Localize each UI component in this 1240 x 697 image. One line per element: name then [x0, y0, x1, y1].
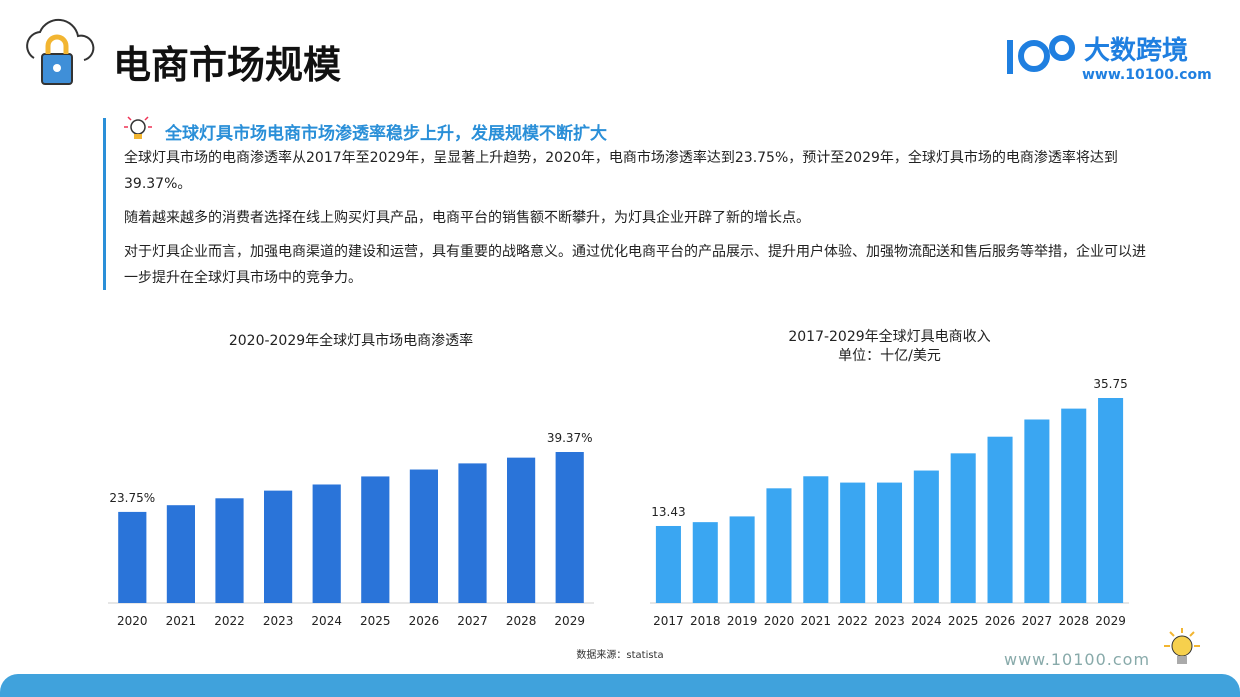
x-tick-label: 2024: [911, 614, 942, 628]
bar: [766, 488, 792, 603]
bar: [1098, 398, 1124, 603]
bar: [312, 484, 341, 603]
bar: [840, 482, 866, 603]
bulb-icon: [124, 116, 152, 139]
footer-url: www.10100.com: [1004, 650, 1151, 669]
bar: [264, 490, 293, 603]
bar: [913, 470, 939, 603]
x-tick-label: 2028: [506, 614, 537, 628]
x-tick-label: 2022: [214, 614, 245, 628]
bar: [803, 476, 829, 603]
bar: [507, 457, 536, 603]
paragraph: 对于灯具企业而言，加强电商渠道的建设和运营，具有重要的战略意义。通过优化电商平台…: [124, 244, 1146, 286]
bar: [118, 511, 147, 603]
bar: [950, 453, 976, 603]
x-tick-label: 2019: [727, 614, 758, 628]
paragraphs: 全球灯具市场的电商渗透率从2017年至2029年，呈显著上升趋势，2020年，电…: [124, 145, 1154, 299]
chart-subtitle: 单位：十亿/美元: [838, 348, 941, 364]
logo-mark: [1007, 35, 1075, 74]
bar: [215, 498, 244, 603]
section-heading: 全球灯具市场电商市场渗透率稳步上升，发展规模不断扩大: [165, 124, 607, 144]
x-tick-label: 2025: [360, 614, 391, 628]
x-tick-label: 2023: [263, 614, 294, 628]
paragraph: 随着越来越多的消费者选择在线上购买灯具产品，电商平台的销售额不断攀升，为灯具企业…: [124, 210, 810, 226]
chart-title: 2020-2029年全球灯具市场电商渗透率: [229, 332, 473, 349]
bar: [987, 436, 1013, 603]
data-label: 35.75: [1093, 377, 1127, 391]
x-tick-label: 2020: [117, 614, 148, 628]
bar: [1061, 408, 1087, 603]
x-tick-label: 2026: [985, 614, 1016, 628]
x-tick-label: 2029: [554, 614, 585, 628]
paragraph: 全球灯具市场的电商渗透率从2017年至2029年，呈显著上升趋势，2020年，电…: [124, 150, 1118, 192]
x-tick-label: 2017: [653, 614, 684, 628]
bar: [1024, 419, 1050, 603]
x-tick-label: 2023: [874, 614, 905, 628]
chart-title: 2017-2029年全球灯具电商收入: [788, 328, 990, 345]
source: 数据来源：statista: [576, 650, 664, 661]
data-label: 13.43: [651, 505, 685, 519]
brand-url: www.10100.com: [1082, 67, 1212, 83]
bar: [876, 482, 903, 603]
x-tick-label: 2018: [690, 614, 721, 628]
bar: [692, 522, 718, 603]
bar: [655, 525, 681, 603]
bar: [409, 469, 438, 603]
bar: [166, 505, 195, 603]
x-tick-label: 2027: [1022, 614, 1053, 628]
bar: [729, 516, 755, 603]
x-tick-label: 2029: [1095, 614, 1126, 628]
footer-band: [0, 674, 1240, 697]
bar: [458, 463, 487, 603]
x-tick-label: 2021: [166, 614, 197, 628]
bar: [361, 476, 390, 603]
x-tick-label: 2024: [311, 614, 342, 628]
x-tick-label: 2025: [948, 614, 979, 628]
x-tick-label: 2021: [801, 614, 832, 628]
bar: [555, 452, 584, 603]
x-tick-label: 2026: [409, 614, 440, 628]
x-tick-label: 2027: [457, 614, 488, 628]
x-tick-label: 2020: [764, 614, 795, 628]
cloud-lock-icon: [26, 18, 95, 85]
bulb-footer-icon: [1164, 628, 1200, 664]
page-title: 电商市场规模: [113, 43, 342, 87]
accent-bar: [103, 118, 106, 290]
x-tick-label: 2022: [837, 614, 868, 628]
brand-name: 大数跨境: [1084, 36, 1189, 66]
data-label: 23.75%: [109, 491, 155, 505]
x-tick-label: 2028: [1058, 614, 1089, 628]
data-label: 39.37%: [547, 431, 593, 445]
